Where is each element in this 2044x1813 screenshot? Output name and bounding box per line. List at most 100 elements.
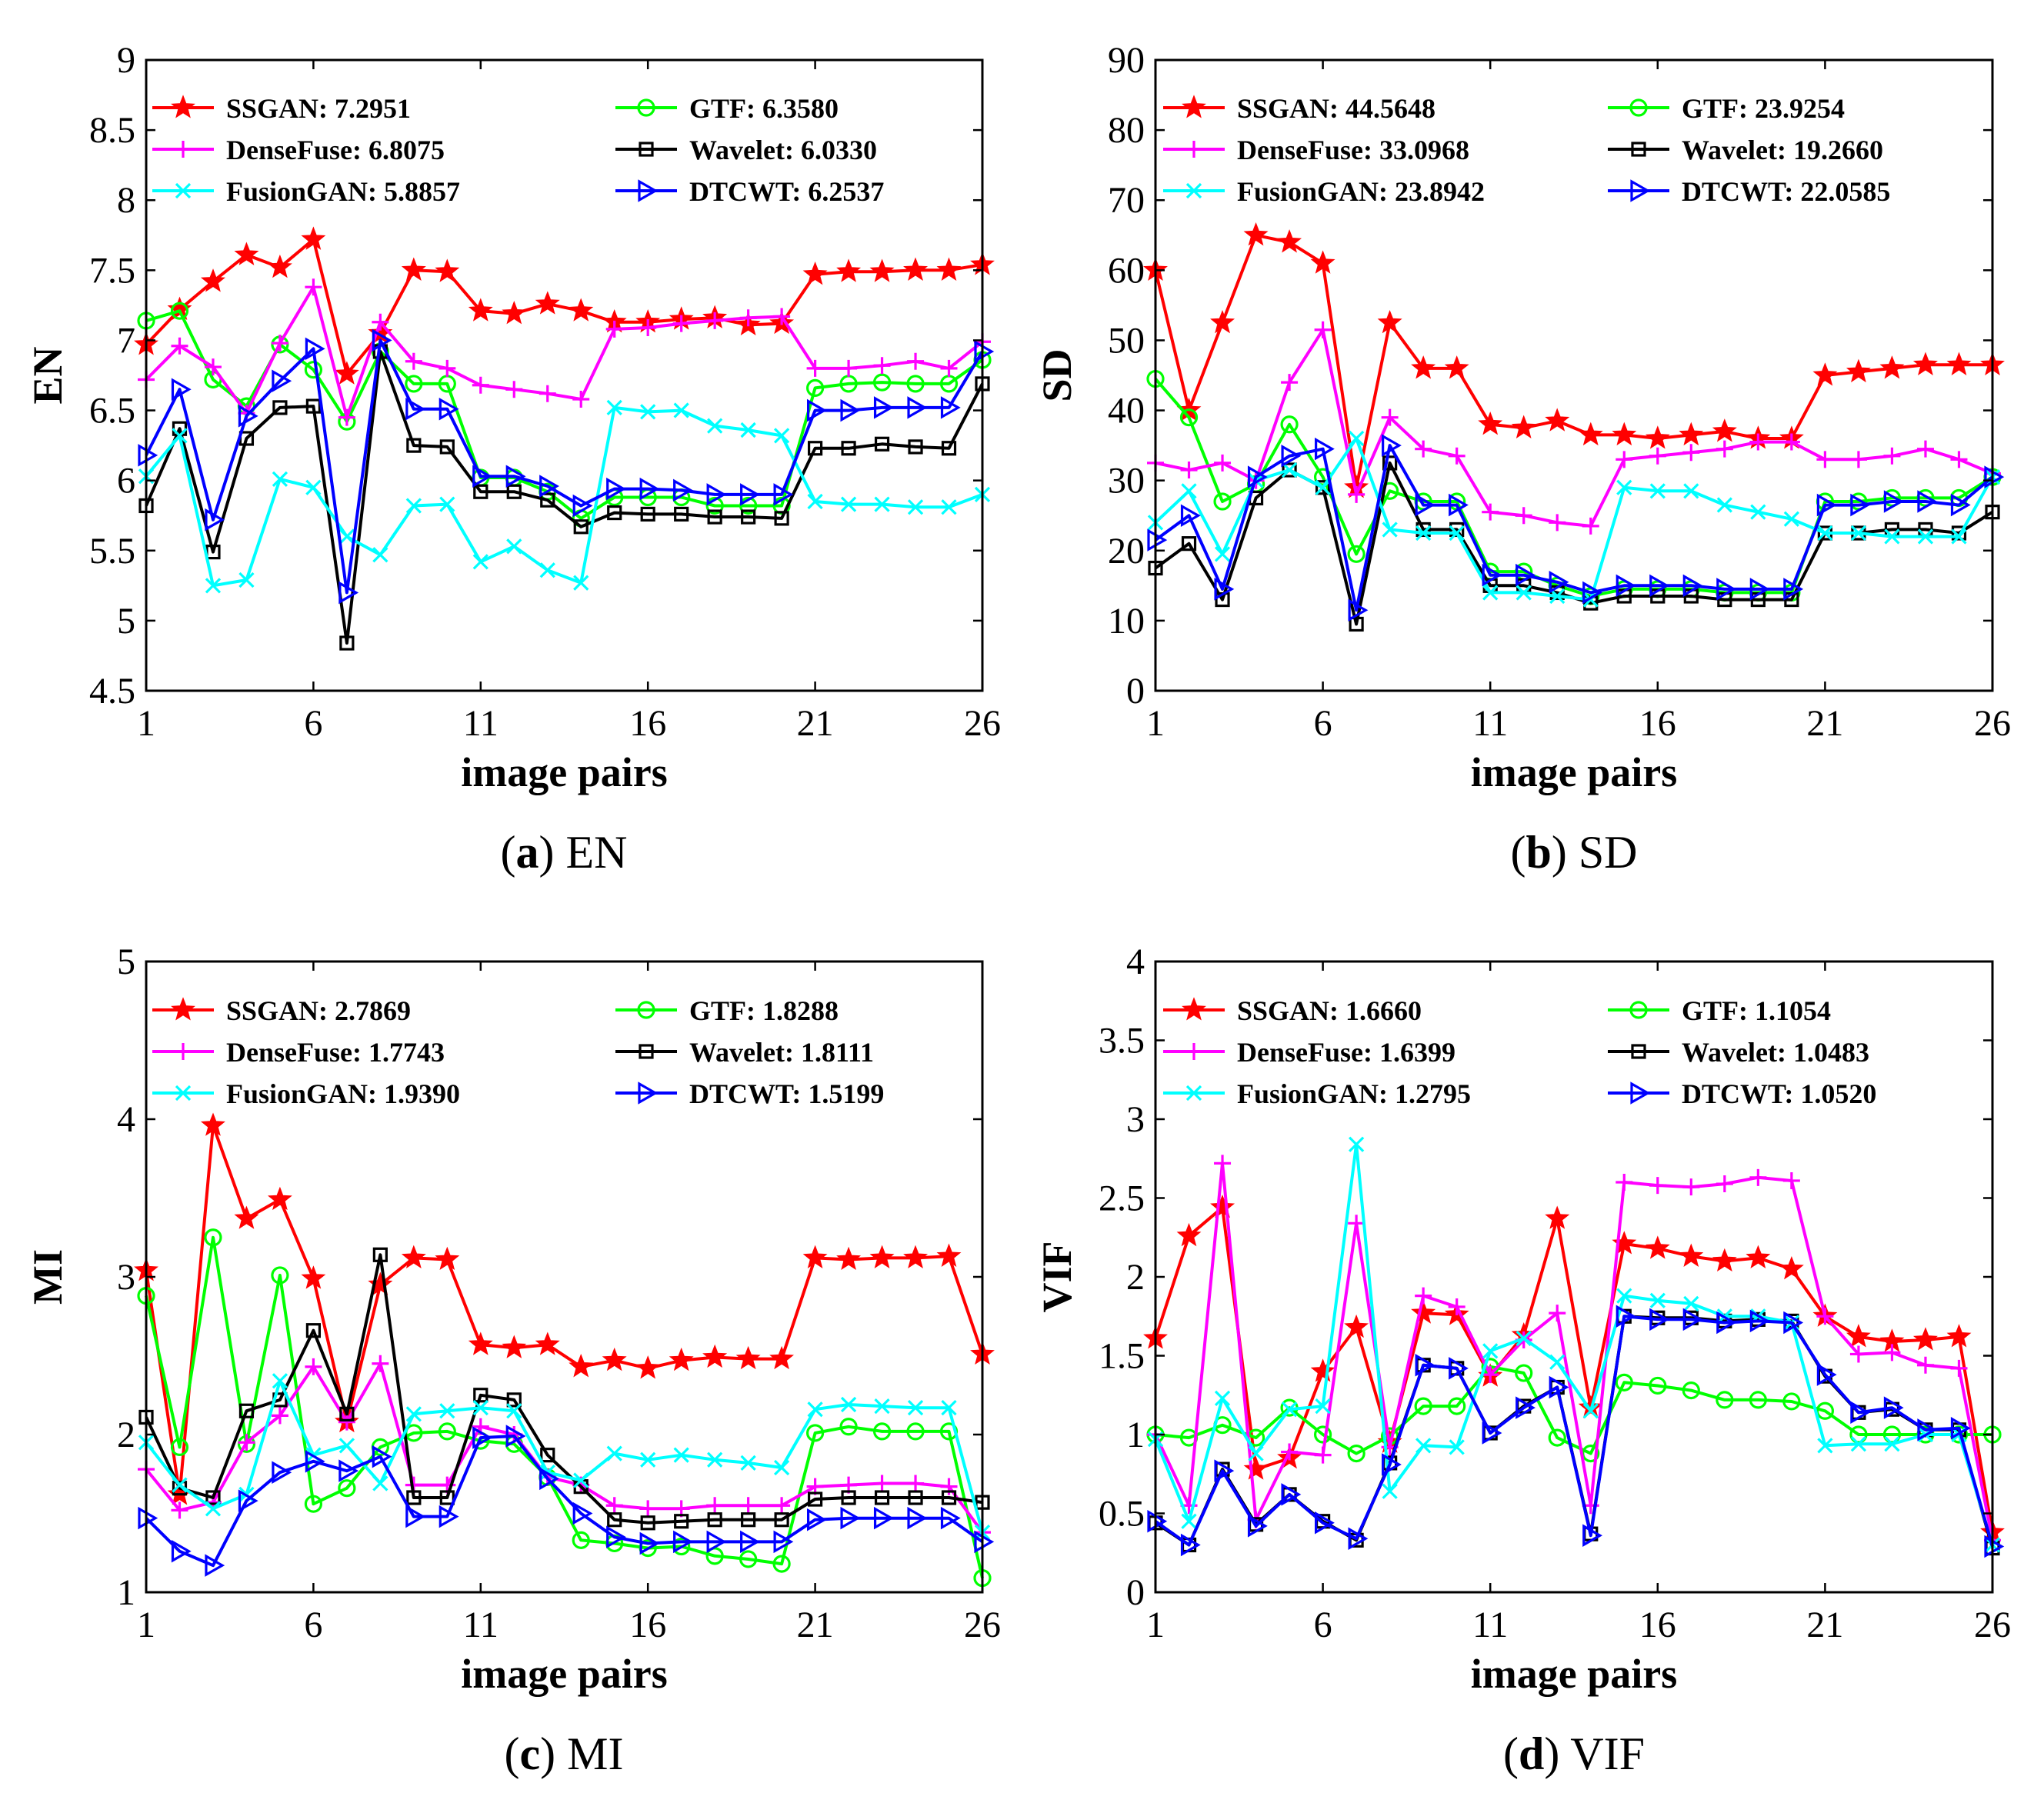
- data-point-gtf-3: [204, 1228, 222, 1247]
- data-point-densefuse-5: [271, 1407, 288, 1425]
- data-point-dtcwt-14: [572, 494, 593, 518]
- data-point-densefuse-6: [1314, 1446, 1332, 1464]
- data-point-ssgan-17: [1679, 422, 1704, 446]
- legend-label: DenseFuse: 1.6399: [1237, 1037, 1455, 1068]
- data-point-densefuse-2: [171, 337, 188, 355]
- data-point-densefuse-6: [1314, 321, 1332, 338]
- data-point-ssgan-22: [836, 1246, 862, 1271]
- legend-marker: [1182, 95, 1206, 118]
- data-point-fusiongan-2: [172, 1477, 188, 1493]
- data-point-wavelet-18: [707, 509, 722, 525]
- data-point-densefuse-18: [1716, 440, 1733, 458]
- data-point-dtcwt-19: [740, 483, 760, 506]
- legend-marker: [175, 1085, 192, 1101]
- data-point-ssgan-13: [1545, 1205, 1570, 1229]
- data-point-gtf-23: [872, 1422, 892, 1441]
- data-point-wavelet-8: [372, 1247, 388, 1262]
- legend-marker: [171, 997, 195, 1021]
- series-dtcwt: [138, 328, 995, 605]
- y-tick-label: 6: [117, 461, 135, 502]
- legend-marker: [637, 98, 655, 117]
- data-point-fusiongan-4: [1248, 1445, 1264, 1461]
- x-tick-label: 26: [964, 1605, 1001, 1645]
- data-point-densefuse-23: [1883, 1344, 1901, 1361]
- data-point-ssgan-20: [1779, 1256, 1804, 1280]
- data-point-gtf-2: [1179, 408, 1199, 427]
- y-tick-label: 7.5: [89, 250, 135, 291]
- data-point-ssgan-19: [1746, 1245, 1771, 1268]
- data-point-wavelet-13: [540, 1448, 555, 1463]
- legend-label: DTCWT: 22.0585: [1682, 176, 1890, 207]
- data-point-densefuse-7: [1348, 1215, 1365, 1232]
- data-point-ssgan-6: [301, 1265, 326, 1289]
- data-point-densefuse-9: [405, 352, 422, 370]
- data-point-fusiongan-17: [1683, 483, 1699, 499]
- data-point-densefuse-13: [539, 385, 556, 402]
- data-point-fusiongan-16: [1649, 483, 1666, 499]
- data-point-wavelet-25: [941, 441, 957, 456]
- data-point-wavelet-22: [841, 441, 856, 456]
- data-point-gtf-19: [739, 1550, 758, 1568]
- y-tick-label: 5: [117, 941, 135, 982]
- legend-label: GTF: 1.1054: [1682, 995, 1831, 1026]
- data-point-ssgan-14: [1578, 422, 1603, 446]
- data-point-fusiongan-19: [740, 422, 756, 438]
- data-point-dtcwt-5: [1281, 445, 1302, 468]
- series-wavelet: [138, 1247, 990, 1531]
- data-point-gtf-22: [839, 1418, 858, 1436]
- data-point-wavelet-16: [640, 1515, 655, 1531]
- data-point-dtcwt-18: [1716, 578, 1737, 601]
- caption-paren-close: ): [539, 827, 555, 878]
- legend-marker: [639, 1044, 654, 1059]
- x-tick-label: 6: [1314, 1605, 1332, 1645]
- data-point-densefuse-2: [171, 1501, 188, 1519]
- data-point-wavelet-9: [406, 438, 422, 453]
- data-point-dtcwt-19: [740, 1530, 760, 1554]
- data-point-gtf-14: [572, 1531, 590, 1549]
- data-point-dtcwt-18: [706, 483, 727, 506]
- series-line-gtf: [1154, 378, 1994, 598]
- data-point-dtcwt-7: [338, 1459, 359, 1482]
- data-point-densefuse-11: [1482, 1366, 1499, 1384]
- legend-item-dtcwt: DTCWT: 22.0585: [1608, 176, 1890, 207]
- data-point-densefuse-16: [639, 1500, 657, 1518]
- y-tick-label: 4: [1126, 941, 1145, 982]
- data-point-wavelet-5: [272, 400, 288, 415]
- data-point-dtcwt-8: [372, 1445, 392, 1468]
- data-point-wavelet-23: [874, 436, 890, 452]
- data-point-fusiongan-21: [1817, 525, 1833, 542]
- data-point-fusiongan-6: [305, 479, 322, 495]
- data-point-fusiongan-11: [1482, 1343, 1499, 1359]
- data-point-dtcwt-16: [639, 1531, 660, 1555]
- legend-label: DenseFuse: 6.8075: [226, 135, 445, 165]
- legend-label: DenseFuse: 1.7743: [226, 1037, 445, 1068]
- data-point-dtcwt-15: [1616, 1305, 1636, 1328]
- legend-item-wavelet: Wavelet: 19.2660: [1608, 135, 1883, 165]
- data-point-ssgan-13: [535, 1331, 560, 1355]
- legend-label: Wavelet: 1.0483: [1682, 1037, 1869, 1068]
- data-point-gtf-10: [438, 1422, 456, 1441]
- data-point-wavelet-10: [439, 439, 455, 455]
- data-point-fusiongan-13: [1549, 1354, 1566, 1370]
- data-point-densefuse-13: [1549, 514, 1566, 532]
- legend-marker: [1630, 1081, 1651, 1105]
- data-point-fusiongan-11: [1482, 585, 1499, 601]
- caption-paren-close: ): [1552, 827, 1567, 878]
- legend-item-wavelet: Wavelet: 1.8111: [615, 1037, 874, 1068]
- legend-item-dtcwt: DTCWT: 1.5199: [615, 1078, 884, 1109]
- legend-label: SSGAN: 2.7869: [226, 995, 411, 1026]
- data-point-densefuse-7: [338, 1413, 355, 1431]
- caption-text: EN: [554, 827, 627, 878]
- data-point-wavelet-7: [339, 635, 355, 651]
- series-fusiongan: [1147, 430, 2001, 608]
- data-point-dtcwt-7: [338, 581, 359, 605]
- data-point-fusiongan-15: [1616, 1288, 1632, 1304]
- y-tick-label: 60: [1108, 250, 1145, 291]
- data-point-fusiongan-11: [472, 1400, 488, 1416]
- data-point-fusiongan-13: [1549, 588, 1566, 605]
- y-tick-label: 1.5: [1099, 1336, 1145, 1377]
- data-point-gtf-3: [1213, 492, 1232, 511]
- data-point-ssgan-6: [1310, 1358, 1335, 1382]
